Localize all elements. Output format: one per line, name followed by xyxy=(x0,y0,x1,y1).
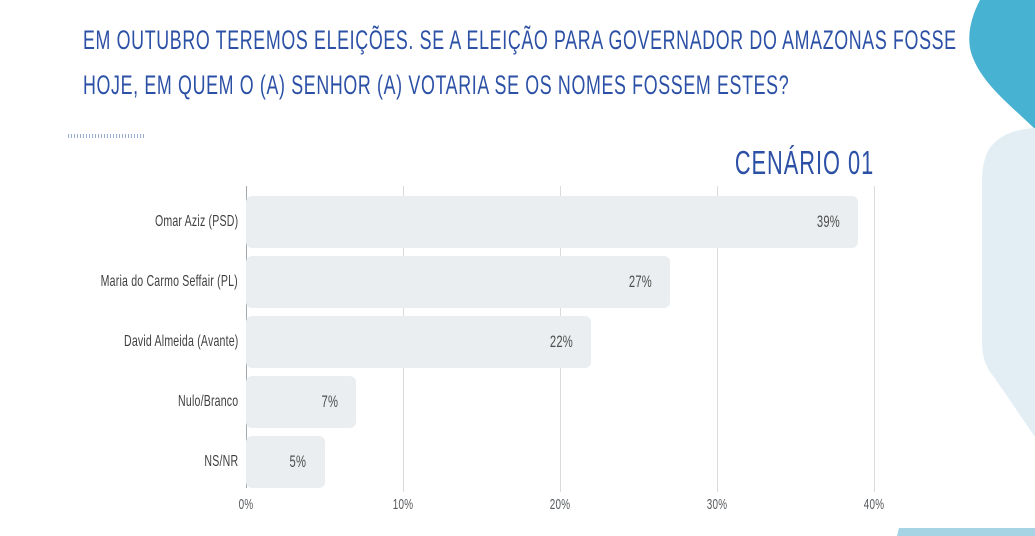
category-label: Maria do Carmo Seffair (PL) xyxy=(100,273,238,290)
bar: 5% xyxy=(246,436,325,488)
question-title-line2: HOJE, EM QUEM O (A) SENHOR (A) VOTARIA S… xyxy=(83,70,790,100)
bar-value-label: 22% xyxy=(550,332,574,351)
plot-area: 39% xyxy=(246,196,874,248)
bar: 22% xyxy=(246,316,592,368)
bar: 27% xyxy=(246,256,670,308)
bar-value-label: 27% xyxy=(628,272,652,291)
bar-row: Maria do Carmo Seffair (PL) 27% xyxy=(0,256,874,308)
category-label: NS/NR xyxy=(204,453,238,470)
gridline-30pct xyxy=(717,186,718,492)
x-tick: 30% xyxy=(706,496,728,513)
bar: 7% xyxy=(246,376,356,428)
bar-rows: Omar Aziz (PSD) 39% Maria do Carmo Seffa… xyxy=(0,196,874,496)
x-tick: 10% xyxy=(392,496,414,513)
category-label: Omar Aziz (PSD) xyxy=(154,213,238,230)
gridline-40pct xyxy=(874,186,875,492)
bar-row: NS/NR 5% xyxy=(0,436,874,488)
question-title: EM OUTUBRO TEREMOS ELEIÇÕES. SE A ELEIÇÃ… xyxy=(83,18,1035,108)
question-title-line1: EM OUTUBRO TEREMOS ELEIÇÕES. SE A ELEIÇÃ… xyxy=(83,25,957,55)
bar-value-label: 39% xyxy=(817,212,841,231)
x-tick: 0% xyxy=(238,496,254,513)
plot-area: 5% xyxy=(246,436,874,488)
plot-area: 27% xyxy=(246,256,874,308)
x-tick: 40% xyxy=(863,496,885,513)
bar-row: David Almeida (Avante) 22% xyxy=(0,316,874,368)
category-label: Nulo/Branco xyxy=(177,393,238,410)
x-axis: 0% 10% 20% 30% 40% xyxy=(239,496,884,514)
bar: 39% xyxy=(246,196,859,248)
bar-row: Nulo/Branco 7% xyxy=(0,376,874,428)
x-tick: 20% xyxy=(549,496,571,513)
plot-area: 7% xyxy=(246,376,874,428)
scenario-label: CENÁRIO 01 xyxy=(734,144,874,181)
dotted-divider xyxy=(68,134,145,138)
bar-value-label: 5% xyxy=(289,452,307,471)
bar-row: Omar Aziz (PSD) 39% xyxy=(0,196,874,248)
plot-area: 22% xyxy=(246,316,874,368)
bar-value-label: 7% xyxy=(321,392,338,411)
category-label: David Almeida (Avante) xyxy=(123,333,238,350)
